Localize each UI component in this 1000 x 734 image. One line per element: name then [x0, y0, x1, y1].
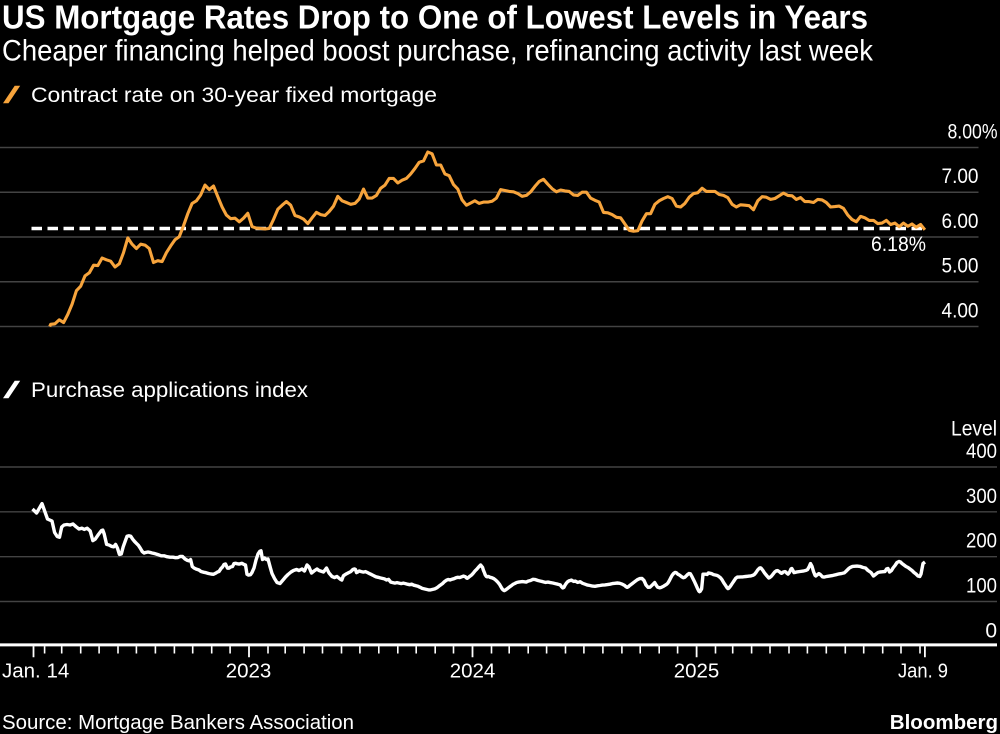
- svg-text:0: 0: [985, 619, 997, 642]
- svg-text:Contract rate on 30-year fixed: Contract rate on 30-year fixed mortgage: [31, 84, 437, 107]
- svg-text:6.00: 6.00: [942, 210, 979, 233]
- svg-text:Bloomberg: Bloomberg: [890, 711, 998, 734]
- svg-text:100: 100: [966, 575, 997, 598]
- svg-text:5.00: 5.00: [942, 255, 979, 278]
- svg-text:2023: 2023: [226, 660, 272, 683]
- svg-text:Jan. 9: Jan. 9: [898, 660, 948, 683]
- svg-text:2024: 2024: [450, 660, 496, 683]
- svg-text:Purchase applications index: Purchase applications index: [31, 379, 309, 402]
- svg-text:2025: 2025: [674, 660, 720, 683]
- svg-text:4.00: 4.00: [942, 300, 979, 323]
- svg-text:Source: Mortgage Bankers Assoc: Source: Mortgage Bankers Association: [2, 712, 354, 734]
- svg-text:Level: Level: [951, 418, 997, 441]
- svg-text:400: 400: [966, 440, 997, 463]
- svg-text:6.18%: 6.18%: [871, 233, 926, 256]
- svg-text:Cheaper financing helped boost: Cheaper financing helped boost purchase,…: [2, 35, 874, 68]
- svg-text:300: 300: [966, 485, 997, 508]
- svg-text:US Mortgage Rates Drop to One: US Mortgage Rates Drop to One of Lowest …: [2, 0, 868, 36]
- svg-text:8.00%: 8.00%: [948, 121, 998, 144]
- svg-text:Jan. 14: Jan. 14: [2, 660, 69, 683]
- svg-text:200: 200: [966, 530, 997, 553]
- svg-text:7.00: 7.00: [942, 165, 979, 188]
